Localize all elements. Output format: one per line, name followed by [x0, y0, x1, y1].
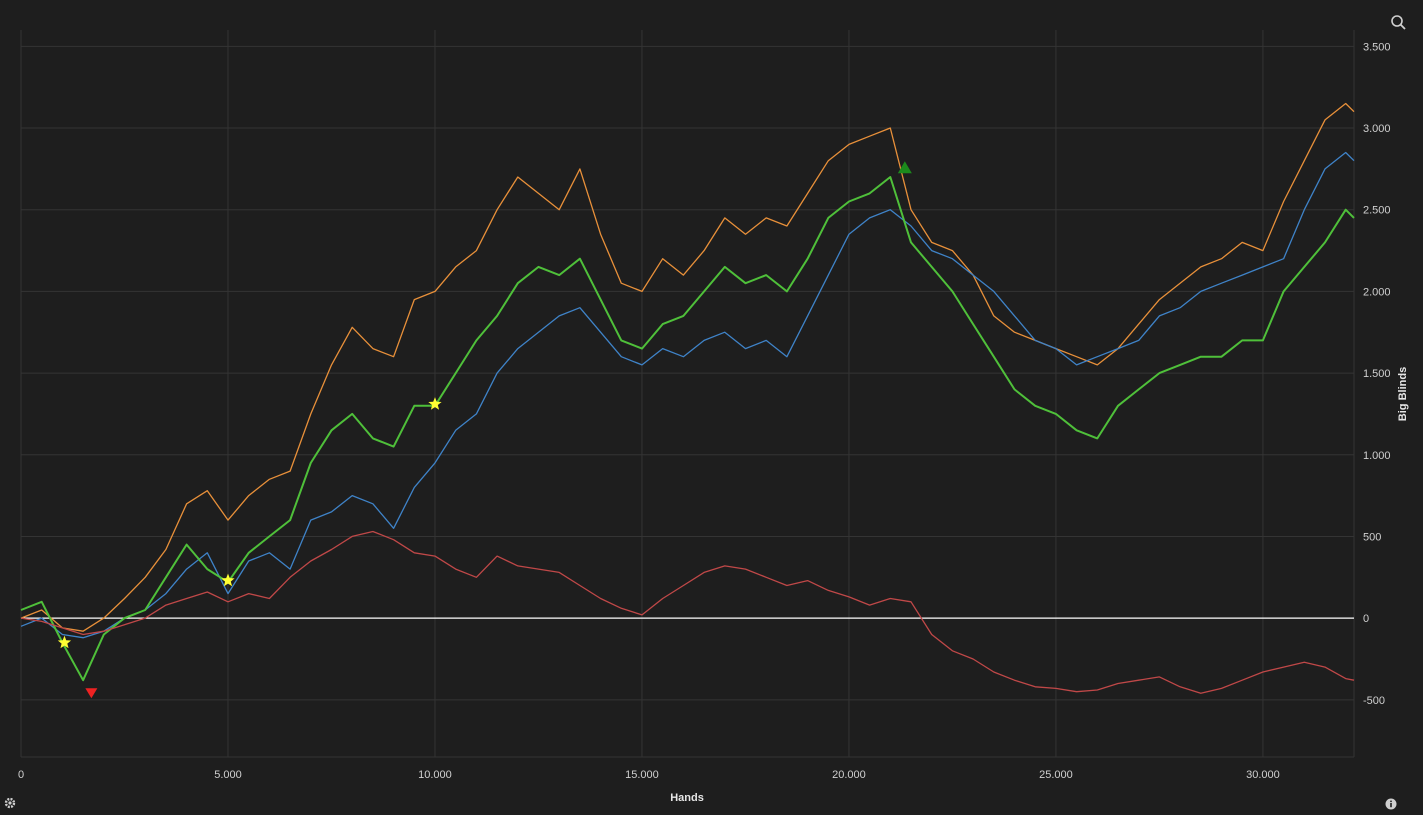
x-tick-label: 20.000	[832, 769, 866, 781]
series-line-2	[20, 176, 1355, 682]
x-tick-label: 25.000	[1039, 769, 1073, 781]
series-lines	[20, 102, 1355, 694]
y-tick-label: 500	[1363, 531, 1381, 543]
y-tick-label: -500	[1363, 695, 1385, 707]
y-tick-label: 3.000	[1363, 123, 1391, 135]
y-tick-label: 1.500	[1363, 368, 1391, 380]
y-tick-label: 1.000	[1363, 450, 1391, 462]
marker-star	[57, 635, 72, 649]
grid-lines	[20, 30, 1355, 758]
marker-star	[221, 573, 235, 587]
x-tick-label: 5.000	[214, 769, 242, 781]
zoom-icon[interactable]	[1390, 14, 1408, 32]
y-axis-title: Big Blinds	[1397, 367, 1409, 421]
x-tick-label: 15.000	[625, 769, 659, 781]
y-tick-label: 2.500	[1363, 205, 1391, 217]
marker-triangle-up	[897, 161, 912, 174]
x-tick-label: 0	[18, 769, 24, 781]
axis-ticks: 0 5.000 10.000 15.000 20.000 25.000 30.000 -500…	[18, 41, 1391, 781]
y-tick-label: 0	[1363, 613, 1369, 625]
series-line-3	[20, 530, 1355, 694]
x-axis-title: Hands	[670, 792, 704, 804]
x-tick-label: 30.000	[1246, 769, 1280, 781]
y-tick-label: 2.000	[1363, 286, 1391, 298]
marker-star	[428, 397, 442, 410]
marker-triangle-down	[85, 688, 98, 699]
x-tick-label: 10.000	[418, 769, 452, 781]
y-tick-label: 3.500	[1363, 41, 1391, 53]
series-line-1	[20, 151, 1355, 639]
gear-icon[interactable]	[3, 796, 17, 809]
series-line-0	[20, 102, 1355, 632]
event-markers	[57, 161, 912, 699]
info-icon[interactable]	[1385, 797, 1397, 810]
